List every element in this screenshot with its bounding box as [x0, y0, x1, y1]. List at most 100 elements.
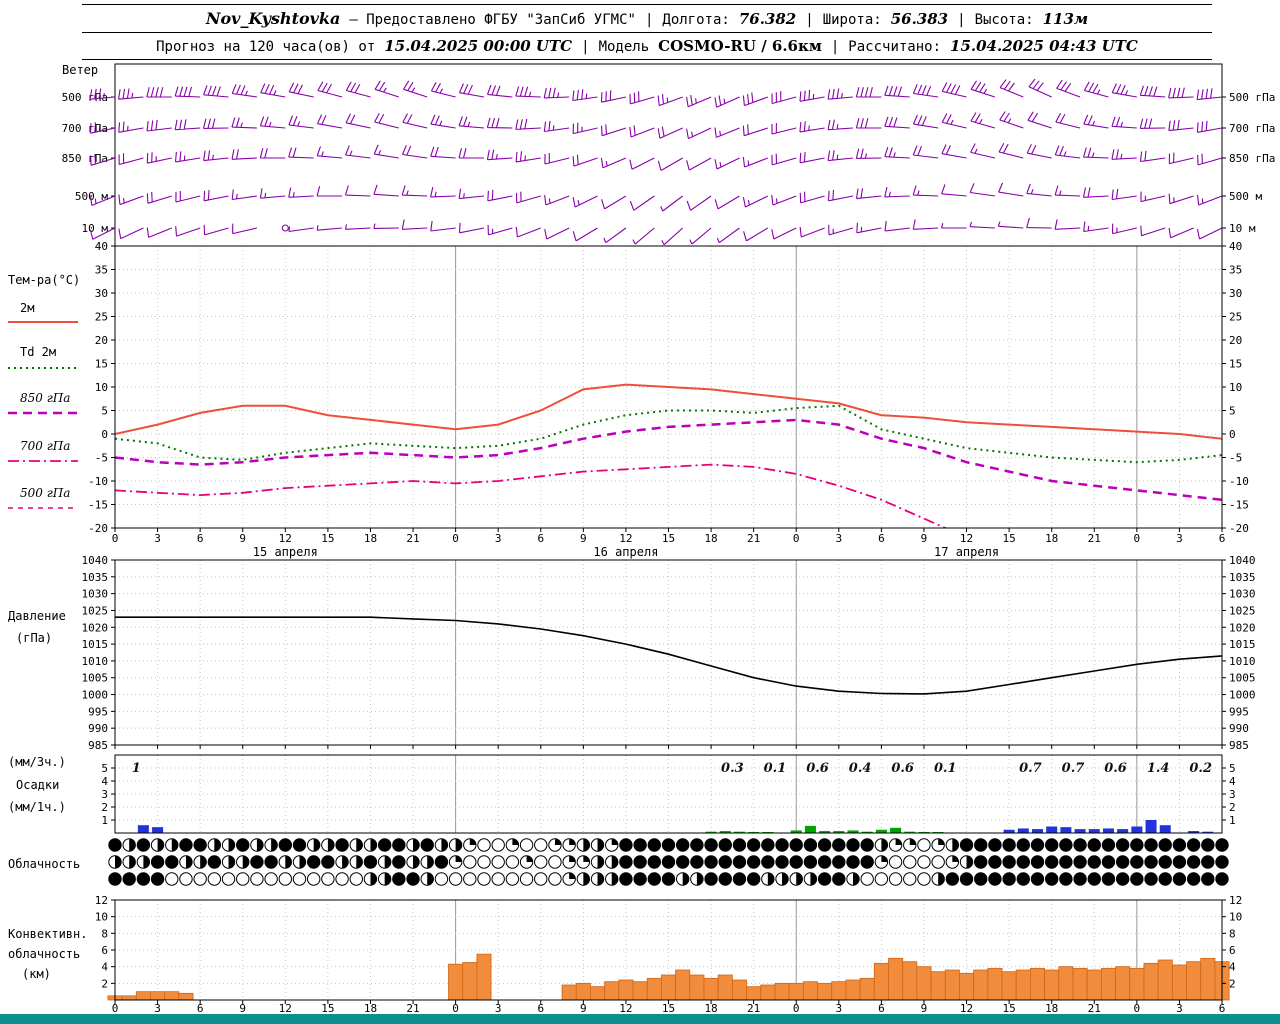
svg-text:3: 3: [154, 1002, 161, 1015]
svg-text:2: 2: [1229, 977, 1236, 990]
svg-text:1015: 1015: [1229, 638, 1256, 651]
precip-bar: [904, 831, 916, 833]
svg-text:1005: 1005: [82, 672, 109, 685]
wind-panel: Ветер 500 гПа 500 гПа 700 гПа 700 гПа 850 гПа…: [62, 63, 1275, 247]
svg-text:0.6: 0.6: [891, 761, 914, 776]
svg-text:-20: -20: [1229, 522, 1249, 535]
svg-text:15: 15: [321, 1002, 334, 1015]
header-row-2: Прогноз на 120 часа(ов) от 15.04.2025 00…: [82, 33, 1212, 60]
svg-text:995: 995: [1229, 705, 1249, 718]
precipitation-panel: 1 0.3 0.1 0.6 0.4 0.6 0.1 0.7 0.7 0.6 1.4 0.21 12 23 3…: [8, 754, 1236, 834]
svg-text:850 гПа: 850 гПа: [20, 391, 70, 405]
svg-text:1040: 1040: [1229, 554, 1256, 567]
cloud-row-0: [108, 838, 1229, 852]
svg-text:10: 10: [95, 911, 108, 924]
convective-bar: [1171, 964, 1187, 1001]
precip-bar: [833, 831, 845, 833]
svg-text:-20: -20: [88, 522, 108, 535]
separator: |: [830, 39, 840, 55]
svg-text:1: 1: [1229, 814, 1236, 827]
precip-bar: [819, 831, 831, 833]
svg-text:0.3: 0.3: [721, 761, 744, 776]
svg-text:15: 15: [1002, 532, 1015, 545]
run-time-value: 15.04.2025 00:00 UTC: [384, 37, 573, 55]
wind-barbs-2: [90, 142, 1223, 171]
precip-bar: [861, 831, 873, 833]
calc-time-value: 15.04.2025 04:43 UTC: [950, 37, 1138, 55]
cloudiness-panel: Облачность: [8, 838, 1229, 886]
svg-text:1005: 1005: [1229, 672, 1256, 685]
svg-text:0: 0: [1134, 1002, 1141, 1015]
convective-bar: [689, 974, 705, 1001]
precip-bar: [1117, 829, 1129, 833]
precip-bar: [1046, 826, 1058, 833]
svg-text:500 гПа: 500 гПа: [1229, 91, 1275, 104]
svg-text:17 апреля: 17 апреля: [934, 545, 999, 559]
svg-text:-15: -15: [88, 499, 108, 512]
svg-text:9: 9: [580, 532, 587, 545]
convective-bar: [135, 991, 151, 1001]
convective-bar: [646, 977, 662, 1001]
calc-label: Рассчитано:: [848, 39, 942, 55]
header: Nov_Kyshtovka — Предоставлено ФГБУ "ЗапС…: [82, 4, 1212, 60]
convective-bar: [973, 969, 989, 1001]
convective-bar: [1015, 969, 1031, 1001]
precip-bar: [790, 830, 802, 833]
svg-text:5: 5: [1229, 405, 1236, 418]
convective-bar: [760, 984, 776, 1001]
convective-panel: 2 2 4 4 6 6 8 8 10 10 12 12 Конвективн. облачность (км…: [8, 894, 1242, 1004]
svg-text:35: 35: [95, 264, 108, 277]
svg-text:0.2: 0.2: [1189, 761, 1212, 776]
svg-text:0.1: 0.1: [764, 761, 787, 776]
svg-text:9: 9: [921, 1002, 928, 1015]
svg-text:1.4: 1.4: [1147, 761, 1170, 776]
svg-text:21: 21: [747, 532, 760, 545]
svg-text:985: 985: [88, 739, 108, 752]
convective-bar: [561, 984, 577, 1001]
svg-text:2: 2: [101, 977, 108, 990]
header-row-1: Nov_Kyshtovka — Предоставлено ФГБУ "ЗапС…: [82, 4, 1212, 33]
convective-bar: [178, 992, 194, 1001]
svg-text:6: 6: [101, 944, 108, 957]
provider-text: — Предоставлено ФГБУ "ЗапСиб УГМС": [349, 12, 636, 28]
svg-text:6: 6: [537, 532, 544, 545]
forecast-label: Прогноз на 120 часа(ов) от: [156, 39, 376, 55]
convective-bar: [930, 971, 946, 1001]
svg-text:3: 3: [1229, 788, 1236, 801]
svg-text:0.4: 0.4: [849, 761, 872, 776]
precip-bar: [1017, 828, 1029, 833]
precip-bar: [875, 829, 887, 833]
svg-text:Конвективн.: Конвективн.: [8, 927, 87, 941]
svg-text:3: 3: [101, 788, 108, 801]
precip-bar: [1131, 826, 1143, 833]
svg-text:18: 18: [364, 1002, 377, 1015]
svg-text:3: 3: [495, 1002, 502, 1015]
precip-bar: [705, 831, 717, 833]
svg-text:(гПа): (гПа): [16, 631, 52, 645]
station-name: Nov_Kyshtovka: [205, 9, 341, 28]
svg-text:9: 9: [580, 1002, 587, 1015]
wind-barbs-0: [89, 78, 1223, 108]
convective-bar: [462, 962, 478, 1001]
svg-text:1035: 1035: [82, 571, 109, 584]
latitude-label: Широта:: [822, 12, 882, 28]
svg-text:3: 3: [835, 1002, 842, 1015]
convective-bar: [121, 995, 137, 1001]
svg-text:850 гПа: 850 гПа: [62, 152, 108, 165]
convective-bar: [944, 969, 960, 1001]
wind-barbs-1: [89, 111, 1223, 140]
svg-text:10: 10: [1229, 911, 1242, 924]
svg-text:0.7: 0.7: [1062, 761, 1085, 776]
precip-bar: [804, 825, 816, 833]
svg-text:500 гПа: 500 гПа: [20, 486, 70, 500]
svg-text:5: 5: [101, 405, 108, 418]
svg-text:500 гПа: 500 гПа: [62, 91, 108, 104]
separator: |: [957, 12, 966, 28]
svg-text:0: 0: [793, 1002, 800, 1015]
svg-text:Облачность: Облачность: [8, 857, 80, 871]
svg-text:Тем-ра(°C): Тем-ра(°C): [8, 273, 80, 287]
svg-text:0: 0: [452, 1002, 459, 1015]
svg-text:4: 4: [101, 775, 108, 788]
svg-text:1: 1: [101, 814, 108, 827]
